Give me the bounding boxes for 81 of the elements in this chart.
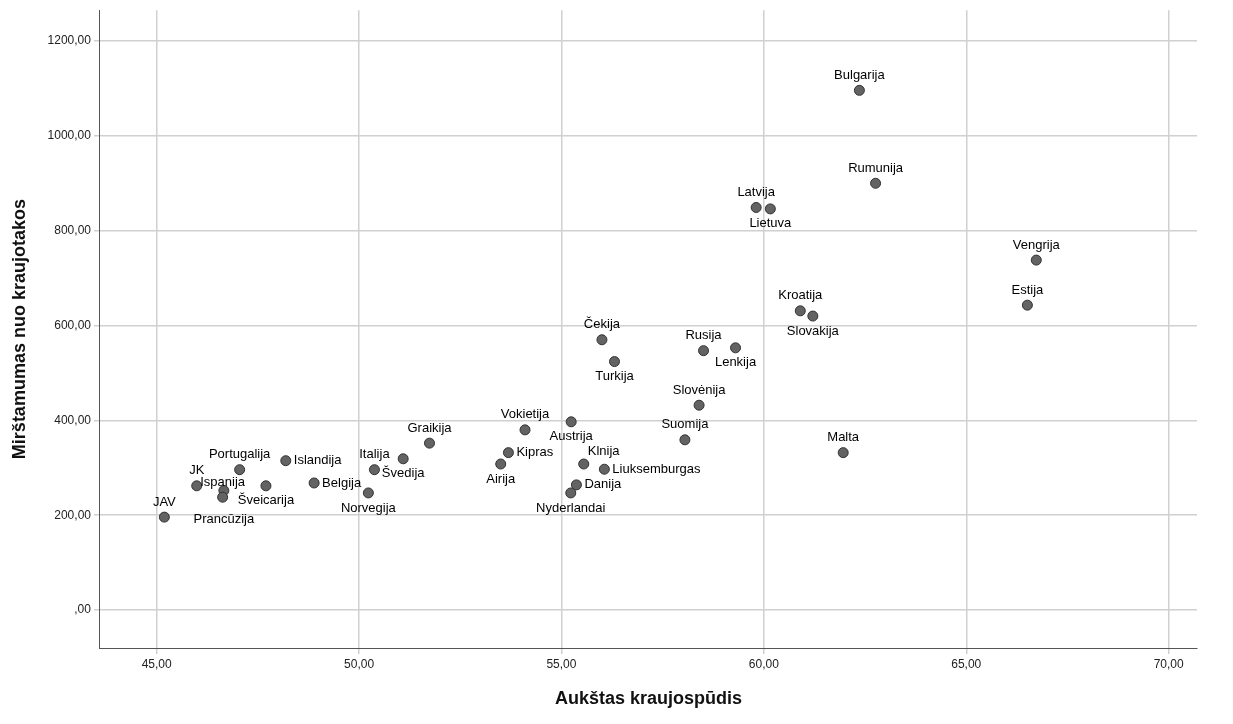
point [570, 479, 582, 491]
annotation: Portugalija [208, 446, 272, 462]
point [260, 480, 272, 492]
annotation: Prancūzija [193, 511, 255, 527]
point [608, 356, 620, 368]
point [807, 310, 819, 322]
x-tick-label: 60,00 [748, 656, 780, 671]
point [217, 491, 229, 503]
annotation: JAV [152, 493, 177, 509]
annotation: Bulgarija [834, 66, 886, 82]
point [397, 453, 409, 465]
annotation: Norvegija [340, 499, 397, 515]
annotation: Vengrija [1012, 236, 1061, 252]
y-tick-label: 800,00 [54, 223, 92, 238]
point [502, 447, 514, 459]
point [598, 463, 610, 475]
annotation: Slovakija [786, 322, 840, 338]
point [698, 345, 710, 357]
x-tick-label: 45,00 [141, 656, 172, 671]
annotation: Rumunija [848, 159, 904, 175]
x-axis-title: Aukštas kraujospūdis [554, 688, 743, 709]
point [565, 416, 577, 428]
point [578, 458, 590, 470]
point [495, 458, 507, 470]
point [750, 201, 762, 213]
point [362, 487, 374, 499]
point [764, 203, 776, 215]
y-tick-label: 200,00 [54, 507, 92, 522]
annotation: Italija [359, 446, 391, 462]
annotation: Belgija [322, 474, 362, 490]
point [158, 511, 170, 523]
annotation: Nyderlandai [536, 499, 606, 515]
annotation: Čekija [583, 316, 621, 332]
annotation: Latvija [737, 184, 776, 200]
point [794, 305, 806, 317]
point [1021, 299, 1033, 311]
point [280, 455, 292, 467]
annotation: Lietuva [749, 215, 793, 231]
point [519, 424, 531, 436]
annotation: Švedija [381, 465, 426, 481]
point [234, 464, 246, 476]
annotation: Islandija [293, 452, 343, 468]
x-tick-label: 65,00 [951, 656, 982, 671]
y-tick-label: 1200,00 [47, 33, 92, 48]
x-tick-label: 55,00 [546, 656, 577, 671]
point [853, 84, 865, 96]
annotation: Turkija [595, 368, 635, 384]
annotation: Austrija [549, 428, 594, 444]
point [730, 342, 742, 354]
annotation: Danija [584, 476, 623, 492]
annotation: Rusija [685, 327, 723, 343]
point [565, 487, 577, 499]
point [693, 399, 705, 411]
point [870, 177, 882, 189]
y-tick-label: 400,00 [54, 412, 92, 427]
point [1030, 254, 1042, 266]
point [596, 334, 608, 346]
annotation: Liuksemburgas [612, 460, 702, 476]
point [679, 434, 691, 446]
point [423, 437, 435, 449]
y-tick-label: ,00 [74, 602, 92, 617]
annotation: Lenkija [714, 354, 757, 370]
annotation: Malta [827, 429, 860, 445]
y-tick-label: 1000,00 [47, 128, 92, 143]
annotation: Airija [486, 470, 516, 486]
annotation: Slovėnija [672, 381, 727, 397]
point [368, 464, 380, 476]
x-tick-label: 50,00 [344, 656, 375, 671]
y-tick-label: 600,00 [54, 317, 92, 332]
x-tick-label: 70,00 [1153, 656, 1184, 671]
annotation: Šveicarija [237, 492, 295, 508]
annotation: Klnija [587, 442, 621, 458]
annotation: Kroatija [778, 287, 824, 303]
annotation: Vokietija [500, 406, 550, 422]
point [837, 447, 849, 459]
point [308, 477, 320, 489]
annotation: Kipras [516, 444, 554, 460]
annotation: Estija [1011, 281, 1045, 297]
annotation: Suomija [661, 416, 710, 432]
annotation: Graikija [407, 419, 453, 435]
y-axis-title: Mirštamumas nuo kraujotakos [8, 199, 29, 460]
